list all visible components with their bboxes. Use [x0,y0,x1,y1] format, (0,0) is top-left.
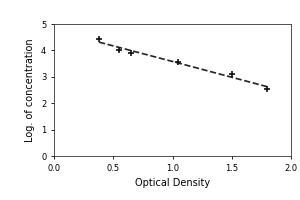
Y-axis label: Log. of concentration: Log. of concentration [26,38,35,142]
X-axis label: Optical Density: Optical Density [135,178,210,188]
